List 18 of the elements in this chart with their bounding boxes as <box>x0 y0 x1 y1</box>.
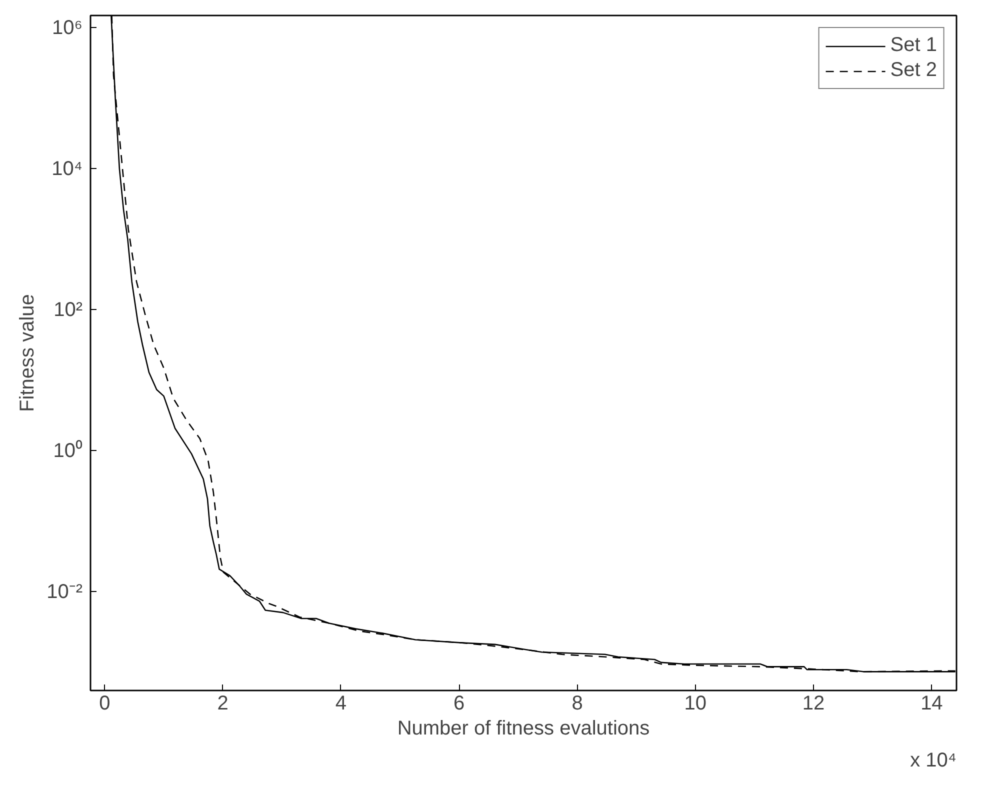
x-axis-title: Number of fitness evalutions <box>397 718 650 740</box>
x-tick-label: 4 <box>335 692 347 714</box>
x-tick-label: 0 <box>99 692 110 714</box>
y-tick-label: 10² <box>54 298 83 321</box>
y-tick-label: 10⁻² <box>46 580 83 603</box>
text: x 10⁴ <box>910 750 957 772</box>
y-tick-label: 10⁶ <box>52 16 83 39</box>
legend-label: Set 2 <box>890 59 937 82</box>
x-tick-label: 14 <box>920 692 943 714</box>
x-tick-label: 8 <box>572 692 583 714</box>
x-tick-label: 10 <box>684 692 707 714</box>
legend-label: Set 1 <box>890 34 937 57</box>
x-tick-label: 2 <box>217 692 228 714</box>
x-tick-label: 12 <box>802 692 825 714</box>
y-tick-label: 10⁴ <box>52 158 83 180</box>
x-tick-label: 6 <box>454 692 465 714</box>
y-axis-title: Fitness value <box>16 294 39 412</box>
y-tick-label: 10⁰ <box>53 438 83 462</box>
